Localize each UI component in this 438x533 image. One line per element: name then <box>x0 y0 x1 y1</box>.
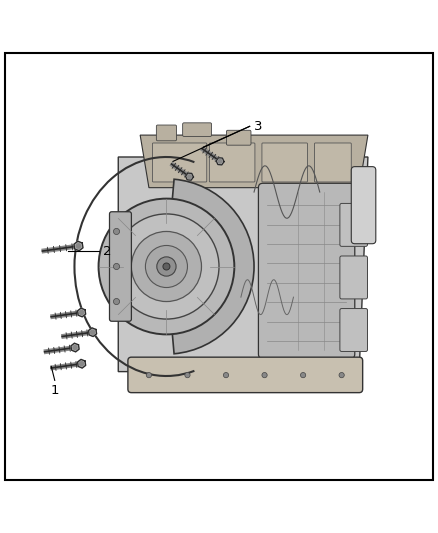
Circle shape <box>73 345 77 350</box>
Circle shape <box>262 373 267 378</box>
Circle shape <box>145 246 187 287</box>
Circle shape <box>223 373 229 378</box>
Circle shape <box>114 214 219 319</box>
Polygon shape <box>74 241 83 251</box>
Polygon shape <box>88 328 97 336</box>
Circle shape <box>91 330 95 334</box>
Circle shape <box>157 257 176 276</box>
Text: 1: 1 <box>50 384 59 397</box>
Polygon shape <box>186 173 194 180</box>
Circle shape <box>113 229 120 235</box>
Text: 2: 2 <box>103 245 111 257</box>
Polygon shape <box>216 158 224 165</box>
FancyBboxPatch shape <box>314 143 351 182</box>
FancyBboxPatch shape <box>351 167 376 244</box>
Circle shape <box>219 159 222 163</box>
FancyBboxPatch shape <box>110 212 131 321</box>
Text: 3: 3 <box>254 120 262 133</box>
Polygon shape <box>71 343 79 352</box>
Wedge shape <box>166 179 254 354</box>
Circle shape <box>339 373 344 378</box>
Circle shape <box>80 311 84 314</box>
Polygon shape <box>78 359 86 368</box>
Circle shape <box>131 231 201 302</box>
Circle shape <box>76 244 81 248</box>
Circle shape <box>146 373 152 378</box>
FancyBboxPatch shape <box>340 309 367 351</box>
FancyBboxPatch shape <box>258 183 355 359</box>
Polygon shape <box>118 157 368 372</box>
FancyBboxPatch shape <box>128 357 363 393</box>
FancyBboxPatch shape <box>183 123 212 136</box>
FancyBboxPatch shape <box>209 143 255 182</box>
Circle shape <box>113 298 120 304</box>
Circle shape <box>99 199 234 334</box>
Polygon shape <box>78 308 86 317</box>
FancyBboxPatch shape <box>262 143 307 182</box>
FancyBboxPatch shape <box>156 125 177 141</box>
FancyBboxPatch shape <box>152 143 207 182</box>
Circle shape <box>300 373 306 378</box>
FancyBboxPatch shape <box>226 130 251 145</box>
Circle shape <box>80 362 84 366</box>
Circle shape <box>163 263 170 270</box>
Circle shape <box>188 175 191 179</box>
FancyBboxPatch shape <box>340 204 367 246</box>
FancyBboxPatch shape <box>340 256 367 299</box>
Polygon shape <box>140 135 368 188</box>
Circle shape <box>113 263 120 270</box>
Circle shape <box>185 373 190 378</box>
